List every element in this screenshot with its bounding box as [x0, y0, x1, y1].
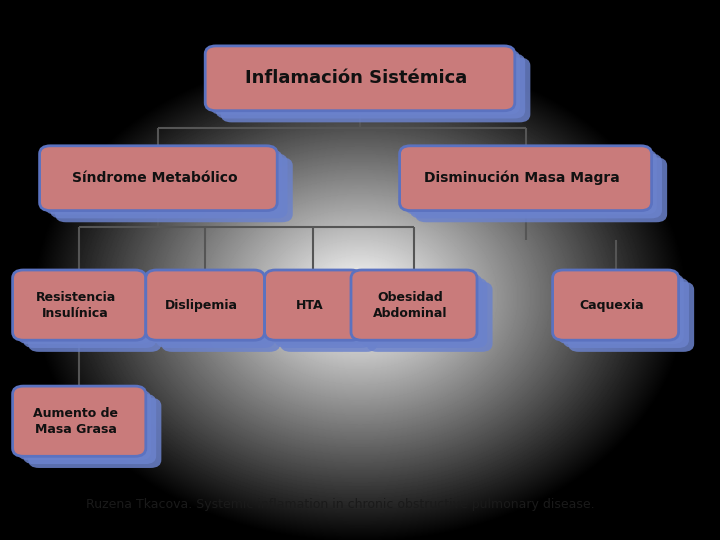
- FancyBboxPatch shape: [210, 50, 520, 114]
- FancyBboxPatch shape: [50, 153, 287, 218]
- FancyBboxPatch shape: [553, 270, 678, 340]
- FancyBboxPatch shape: [405, 150, 657, 214]
- Text: Síndrome Metabólico: Síndrome Metabólico: [72, 171, 238, 185]
- FancyBboxPatch shape: [45, 150, 282, 214]
- FancyBboxPatch shape: [270, 274, 367, 344]
- Text: Inflamación Sistémica: Inflamación Sistémica: [246, 69, 467, 87]
- Text: Aumento de
Masa Grasa: Aumento de Masa Grasa: [33, 407, 118, 436]
- FancyBboxPatch shape: [366, 282, 492, 352]
- FancyBboxPatch shape: [415, 158, 667, 222]
- FancyBboxPatch shape: [275, 278, 372, 348]
- FancyBboxPatch shape: [356, 274, 482, 344]
- FancyBboxPatch shape: [55, 158, 293, 222]
- FancyBboxPatch shape: [351, 270, 477, 340]
- FancyBboxPatch shape: [18, 274, 151, 344]
- FancyBboxPatch shape: [18, 390, 151, 460]
- FancyBboxPatch shape: [280, 282, 377, 352]
- Text: Dislipemia: Dislipemia: [165, 299, 238, 312]
- FancyBboxPatch shape: [28, 282, 161, 352]
- FancyBboxPatch shape: [23, 394, 156, 464]
- FancyBboxPatch shape: [156, 278, 275, 348]
- FancyBboxPatch shape: [558, 274, 684, 344]
- FancyBboxPatch shape: [151, 274, 270, 344]
- FancyBboxPatch shape: [400, 146, 652, 211]
- Text: HTA: HTA: [296, 299, 323, 312]
- FancyBboxPatch shape: [410, 153, 662, 218]
- FancyBboxPatch shape: [265, 270, 361, 340]
- Text: Disminución Masa Magra: Disminución Masa Magra: [424, 171, 620, 185]
- FancyBboxPatch shape: [215, 53, 525, 118]
- FancyBboxPatch shape: [221, 58, 531, 123]
- FancyBboxPatch shape: [40, 146, 277, 211]
- FancyBboxPatch shape: [563, 278, 689, 348]
- FancyBboxPatch shape: [13, 386, 145, 456]
- Text: Ruzena Tkacova. Systemic inflamation in chronic obstructive pulmonary disease.: Ruzena Tkacova. Systemic inflamation in …: [86, 498, 595, 511]
- FancyBboxPatch shape: [28, 398, 161, 468]
- FancyBboxPatch shape: [361, 278, 487, 348]
- FancyBboxPatch shape: [13, 270, 145, 340]
- Text: Caquexia: Caquexia: [580, 299, 644, 312]
- FancyBboxPatch shape: [568, 282, 694, 352]
- FancyBboxPatch shape: [145, 270, 265, 340]
- Text: Obesidad
Abdominal: Obesidad Abdominal: [373, 291, 448, 320]
- FancyBboxPatch shape: [23, 278, 156, 348]
- FancyBboxPatch shape: [205, 46, 515, 111]
- Text: Resistencia
Insulínica: Resistencia Insulínica: [35, 291, 116, 320]
- FancyBboxPatch shape: [161, 282, 280, 352]
